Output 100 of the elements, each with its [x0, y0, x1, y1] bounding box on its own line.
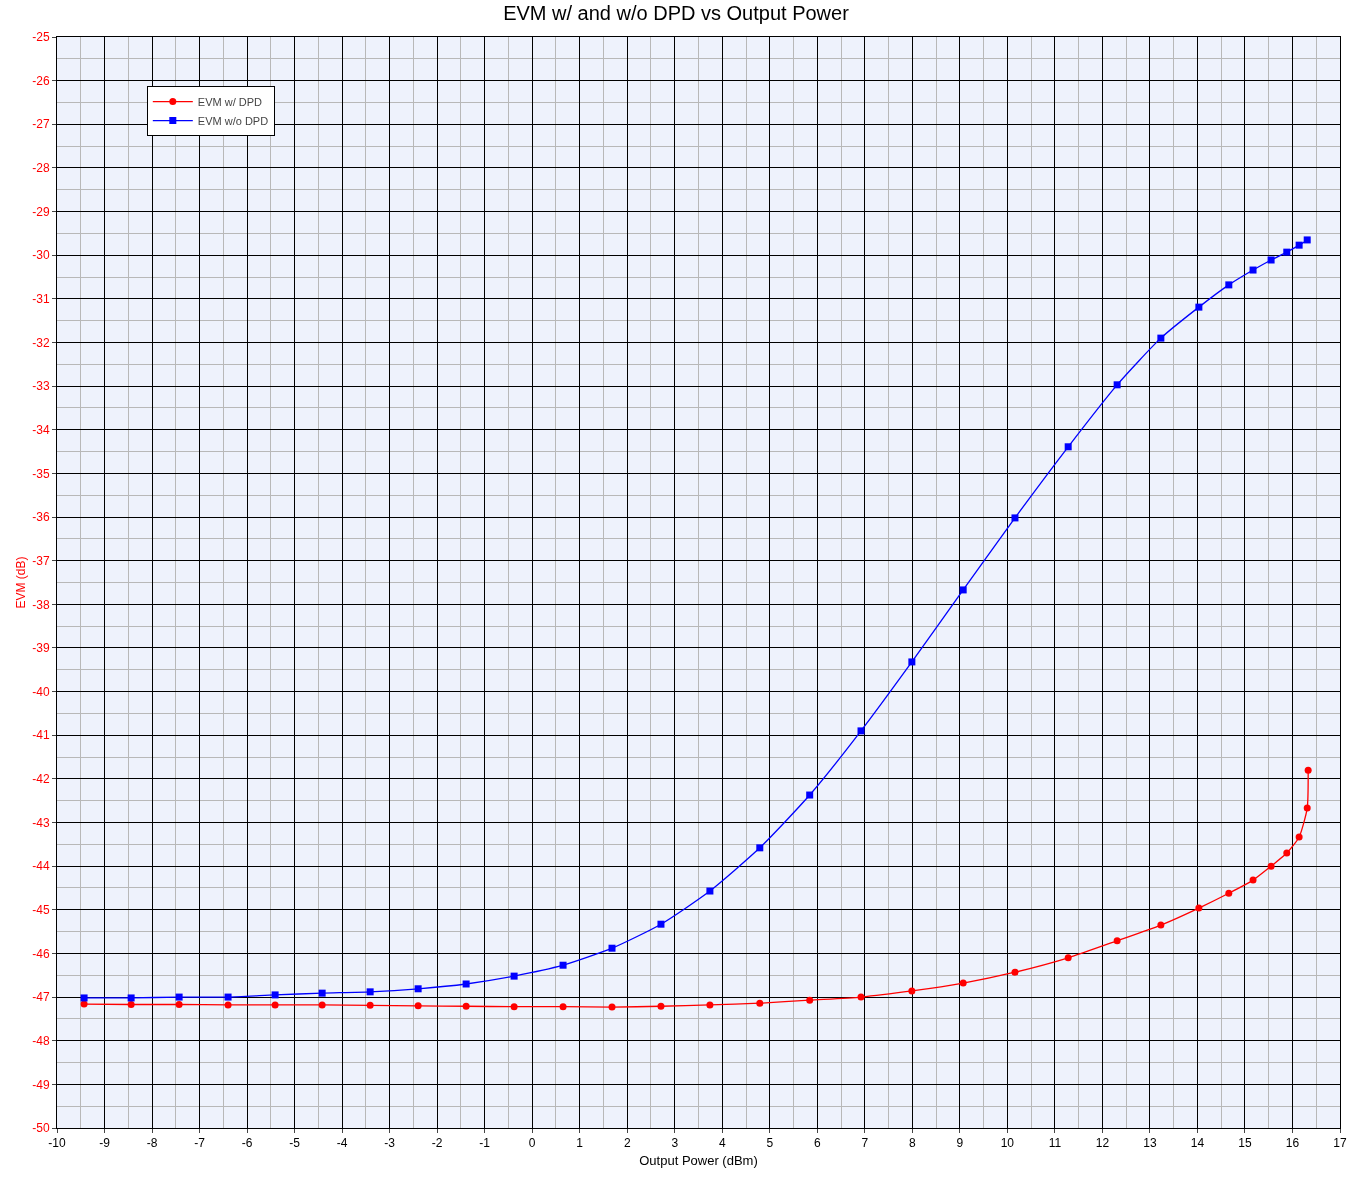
y-axis-title: EVM (dB) — [13, 556, 28, 609]
point — [806, 791, 814, 799]
point — [1064, 954, 1072, 962]
x-tick-label: 17 — [1333, 1136, 1347, 1151]
y-tick-label: -25 — [32, 30, 50, 45]
x-tick-label: -8 — [146, 1136, 158, 1151]
legend-label: EVM w/ DPD — [197, 95, 263, 108]
x-tick-label: 0 — [528, 1136, 536, 1151]
point — [706, 887, 714, 895]
chart-title: EVM w/ and w/o DPD vs Output Power — [503, 1, 850, 24]
y-tick-label: -38 — [32, 597, 50, 612]
x-tick-label: 16 — [1285, 1136, 1300, 1151]
point — [756, 999, 764, 1007]
y-tick-label: -29 — [32, 204, 50, 219]
point — [80, 994, 88, 1002]
point — [462, 1002, 470, 1010]
point — [80, 1000, 88, 1008]
point — [1225, 281, 1233, 289]
point — [1303, 236, 1311, 244]
x-tick-label: 1 — [576, 1136, 584, 1151]
point — [1157, 334, 1165, 342]
point — [608, 944, 616, 952]
x-tick-label: -10 — [48, 1136, 66, 1151]
point — [1249, 876, 1257, 884]
y-tick-label: -43 — [32, 815, 50, 830]
x-tick-label: 7 — [861, 1136, 869, 1151]
point — [706, 1001, 714, 1009]
point — [224, 993, 232, 1001]
point — [806, 996, 814, 1004]
point — [1249, 266, 1257, 274]
point — [1295, 833, 1303, 841]
x-tick-label: 14 — [1190, 1136, 1205, 1151]
x-tick-label: -9 — [99, 1136, 111, 1151]
x-tick-label: 6 — [813, 1136, 821, 1151]
point — [756, 844, 764, 852]
y-tick-label: -32 — [32, 335, 50, 350]
y-tick-label: -28 — [32, 161, 50, 176]
x-tick-label: 2 — [623, 1136, 631, 1151]
point — [318, 989, 326, 997]
x-tick-label: 3 — [671, 1136, 679, 1151]
point — [1011, 514, 1019, 522]
point — [175, 1001, 183, 1008]
y-tick-label: -30 — [32, 248, 50, 263]
y-tick-label: -27 — [32, 117, 50, 132]
x-tick-label: 15 — [1238, 1136, 1252, 1151]
y-tick-label: -36 — [32, 510, 50, 525]
x-tick-label: 10 — [1000, 1136, 1015, 1151]
x-tick-label: 5 — [766, 1136, 774, 1151]
point — [271, 991, 279, 999]
y-tick-label: -31 — [32, 292, 50, 307]
x-tick-label: -4 — [336, 1136, 348, 1151]
point — [1283, 248, 1291, 256]
point — [224, 1001, 232, 1009]
x-tick-label: 9 — [956, 1136, 964, 1151]
point — [1295, 241, 1303, 249]
point — [318, 1001, 326, 1009]
x-tick-label: -5 — [289, 1136, 301, 1151]
point — [559, 1003, 567, 1011]
y-tick-label: -46 — [32, 946, 50, 961]
x-tick-label: -6 — [241, 1136, 253, 1151]
y-tick-label: -50 — [32, 1121, 50, 1136]
x-tick-label: -1 — [479, 1136, 491, 1151]
x-tick-label: -2 — [431, 1136, 443, 1151]
point — [127, 1001, 135, 1008]
y-tick-label: -41 — [32, 728, 50, 743]
x-tick-label: -3 — [384, 1136, 396, 1151]
y-tick-label: -47 — [32, 990, 50, 1005]
y-tick-label: -49 — [32, 1077, 50, 1092]
point — [1195, 303, 1203, 311]
y-tick-label: -39 — [32, 641, 50, 656]
point — [1011, 968, 1019, 976]
y-tick-label: -42 — [32, 772, 50, 787]
y-tick-label: -34 — [32, 422, 50, 437]
point — [959, 979, 967, 987]
point — [1157, 921, 1165, 929]
x-tick-label: 12 — [1095, 1136, 1110, 1151]
x-tick-label: 13 — [1143, 1136, 1157, 1151]
point — [1267, 256, 1275, 264]
legend-label: EVM w/o DPD — [197, 114, 269, 127]
point — [127, 994, 135, 1002]
point — [1303, 804, 1311, 812]
point — [1304, 766, 1312, 774]
point — [908, 658, 916, 666]
point — [366, 988, 374, 996]
point — [608, 1003, 616, 1011]
y-tick-label: -40 — [32, 684, 50, 699]
point — [1267, 862, 1275, 870]
y-tick-label: -33 — [32, 379, 50, 394]
point — [1064, 443, 1072, 451]
x-axis-title: Output Power (dBm) — [639, 1153, 758, 1168]
y-tick-label: -26 — [32, 73, 50, 88]
point — [857, 727, 865, 735]
point — [959, 586, 967, 594]
point — [1225, 889, 1233, 897]
point — [1113, 381, 1121, 389]
point — [366, 1001, 374, 1009]
point — [657, 920, 665, 928]
point — [414, 1002, 422, 1010]
y-tick-label: -45 — [32, 903, 50, 917]
point — [908, 987, 916, 995]
